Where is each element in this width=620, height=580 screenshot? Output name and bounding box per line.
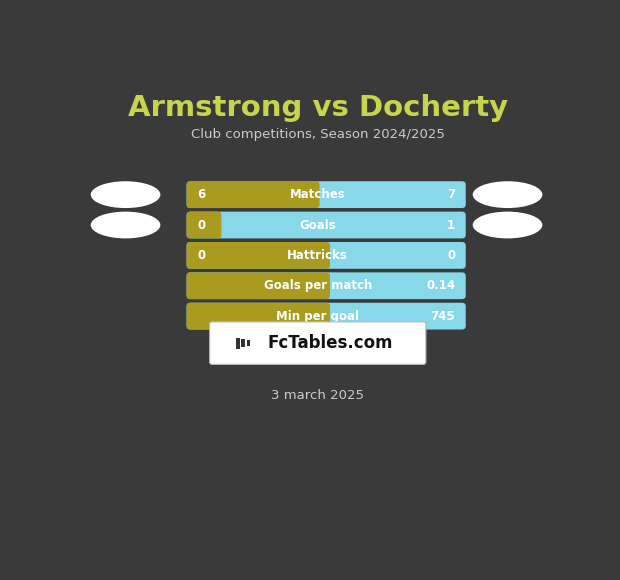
FancyBboxPatch shape xyxy=(210,322,426,364)
Ellipse shape xyxy=(91,212,161,238)
FancyBboxPatch shape xyxy=(187,242,466,269)
FancyBboxPatch shape xyxy=(187,303,330,329)
Text: 745: 745 xyxy=(430,310,455,322)
Text: FcTables.com: FcTables.com xyxy=(268,334,393,352)
FancyBboxPatch shape xyxy=(187,181,466,208)
FancyBboxPatch shape xyxy=(187,212,221,238)
FancyBboxPatch shape xyxy=(187,181,319,208)
Text: Min per goal: Min per goal xyxy=(277,310,359,322)
Text: 1: 1 xyxy=(447,219,455,231)
Text: Matches: Matches xyxy=(290,188,345,201)
Text: 7: 7 xyxy=(447,188,455,201)
Ellipse shape xyxy=(472,212,542,238)
FancyBboxPatch shape xyxy=(187,212,466,238)
Ellipse shape xyxy=(472,181,542,208)
Text: 0.14: 0.14 xyxy=(426,279,455,292)
Text: Hattricks: Hattricks xyxy=(288,249,348,262)
Text: 0: 0 xyxy=(197,219,205,231)
FancyBboxPatch shape xyxy=(187,273,330,299)
Text: 0: 0 xyxy=(447,249,455,262)
Text: Armstrong vs Docherty: Armstrong vs Docherty xyxy=(128,93,508,122)
Text: Club competitions, Season 2024/2025: Club competitions, Season 2024/2025 xyxy=(191,128,445,141)
Text: 3 march 2025: 3 march 2025 xyxy=(272,389,365,402)
Bar xyxy=(241,339,245,347)
Bar xyxy=(321,276,327,296)
Bar xyxy=(236,338,240,349)
Bar xyxy=(212,215,218,235)
Ellipse shape xyxy=(91,181,161,208)
Bar xyxy=(310,185,316,205)
FancyBboxPatch shape xyxy=(187,273,466,299)
Text: Goals: Goals xyxy=(299,219,336,231)
Bar xyxy=(247,340,250,346)
Bar xyxy=(321,245,327,265)
Text: Goals per match: Goals per match xyxy=(264,279,372,292)
FancyBboxPatch shape xyxy=(187,242,330,269)
Bar xyxy=(321,306,327,326)
Text: 6: 6 xyxy=(197,188,205,201)
FancyBboxPatch shape xyxy=(187,303,466,329)
Text: 0: 0 xyxy=(197,249,205,262)
